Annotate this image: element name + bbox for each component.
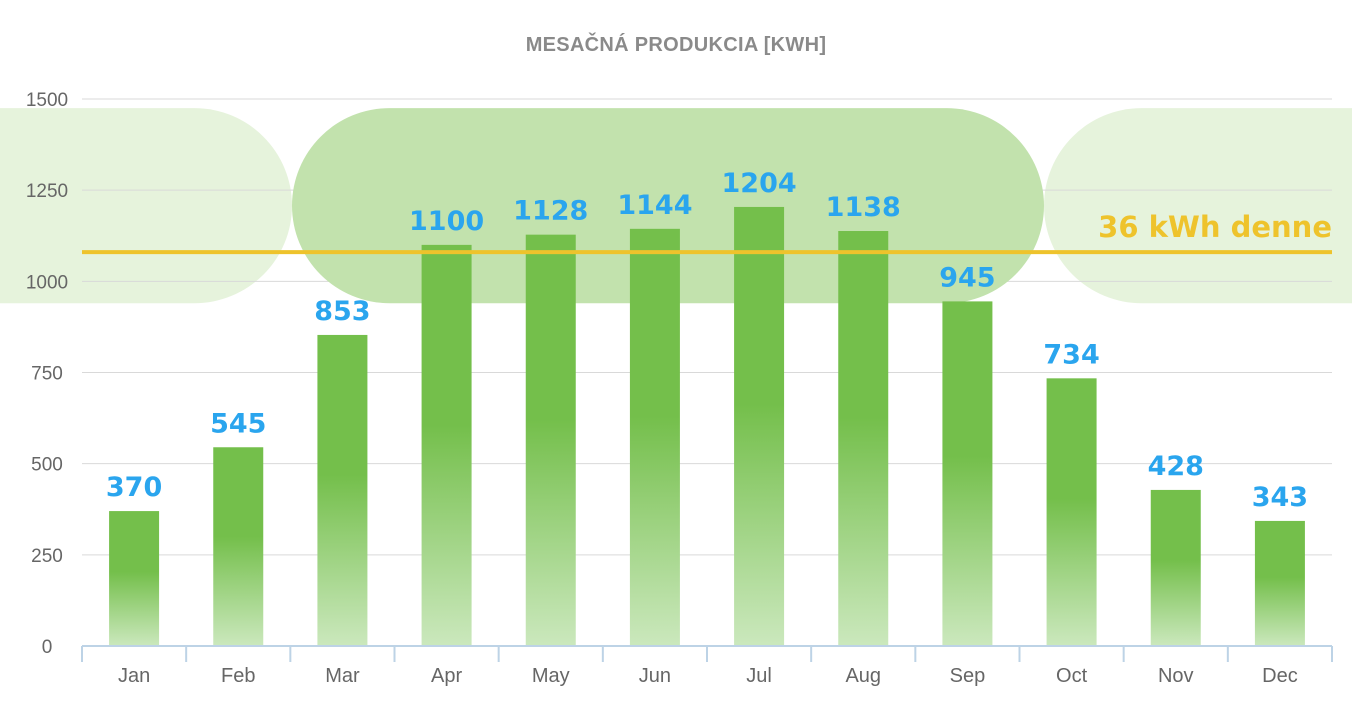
data-label: 370 [106, 472, 162, 503]
y-tick-label: 1000 [26, 272, 68, 293]
x-tick-label: Jan [118, 665, 150, 687]
x-tick-label: Aug [845, 665, 881, 687]
y-tick-label: 500 [31, 455, 63, 476]
bar-apr [421, 244, 472, 646]
data-label: 734 [1043, 339, 1099, 370]
data-label: 853 [314, 296, 370, 327]
y-tick-label: 750 [31, 364, 63, 385]
bar-may [525, 234, 576, 646]
bar-feb [213, 447, 264, 646]
chart-title: MESAČNÁ PRODUKCIA [KWH] [525, 34, 827, 56]
bar-mar [317, 334, 368, 646]
data-label: 1100 [409, 206, 484, 237]
data-label: 945 [939, 262, 995, 293]
data-label: 1138 [826, 192, 901, 223]
bar-nov [1150, 489, 1201, 646]
reference-line-label: 36 kWh denne [1098, 210, 1332, 244]
highlight-band-right [1044, 108, 1352, 304]
bar-dec [1254, 520, 1305, 646]
data-label: 428 [1148, 451, 1204, 482]
data-label: 1204 [722, 168, 797, 199]
x-tick-label: Dec [1262, 665, 1298, 687]
x-tick-label: Sep [950, 665, 986, 687]
x-tick-label: Jun [639, 665, 671, 687]
x-tick-label: Mar [325, 665, 360, 687]
y-tick-label: 250 [31, 546, 63, 567]
bar-jul [734, 206, 785, 646]
data-label: 1144 [617, 190, 692, 221]
x-tick-label: Nov [1158, 665, 1194, 687]
bar-sep [942, 301, 993, 646]
bar-jun [629, 228, 680, 646]
x-tick-label: May [532, 665, 570, 687]
data-label: 1128 [513, 196, 588, 227]
data-label: 545 [210, 408, 266, 439]
x-tick-label: Apr [431, 665, 462, 687]
x-tick-label: Oct [1056, 665, 1088, 687]
bar-jan [109, 511, 160, 646]
x-tick-label: Jul [746, 665, 772, 687]
bar-oct [1046, 378, 1097, 646]
y-tick-label: 0 [42, 637, 53, 658]
x-tick-label: Feb [221, 665, 255, 687]
bar-aug [838, 231, 889, 646]
y-tick-label: 1500 [26, 90, 68, 111]
y-tick-label: 1250 [26, 181, 68, 202]
highlight-band-left [0, 108, 292, 304]
data-label: 343 [1252, 482, 1308, 513]
